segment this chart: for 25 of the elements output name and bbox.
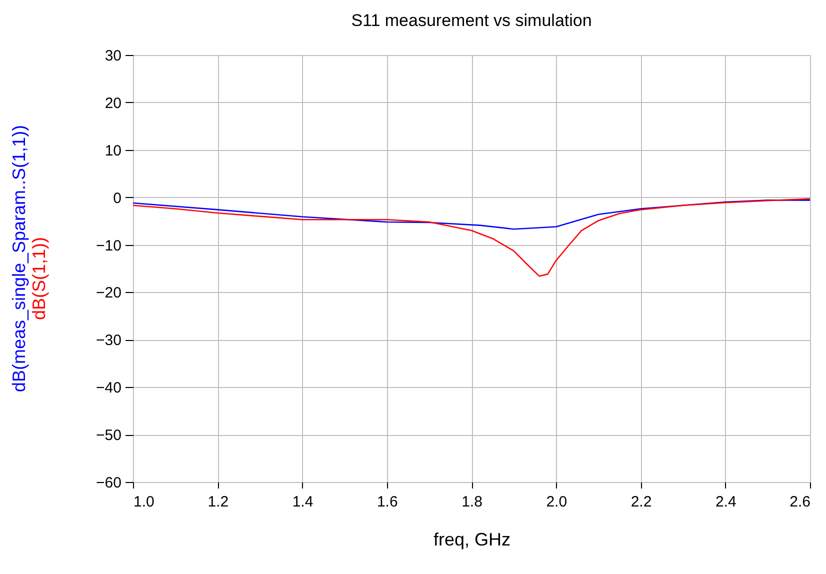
x-tick-label: 1.6 xyxy=(376,494,398,510)
x-tick-label: 2.0 xyxy=(546,494,568,510)
x-tick-label: 1.4 xyxy=(292,494,314,510)
y-tick-label: −10 xyxy=(96,237,122,254)
x-tick-label: 1.8 xyxy=(462,494,482,510)
y-tick-label: −60 xyxy=(96,474,122,492)
y-tick-label: −30 xyxy=(96,332,122,350)
text: dB(S(1,1)) xyxy=(29,236,49,320)
y-tick-label: 30 xyxy=(104,48,122,64)
x-tick-label: 2.6 xyxy=(790,494,810,510)
y-tick-label: −40 xyxy=(96,380,122,397)
y-tick-label: 0 xyxy=(113,190,122,207)
x-tick-label: 1.2 xyxy=(208,494,229,510)
line-series xyxy=(132,200,811,230)
chart-title: S11 measurement vs simulation xyxy=(351,11,592,30)
x-tick-label: 2.4 xyxy=(715,494,736,510)
y-tick-label: −20 xyxy=(96,284,122,302)
y-tick-label: −50 xyxy=(96,427,122,444)
line-series xyxy=(132,198,811,277)
y-tick-label: 10 xyxy=(104,142,122,160)
x-axis-title: freq, GHz xyxy=(433,530,511,550)
text: dB(meas_single_Sparam..S(1,1)) xyxy=(9,124,29,392)
x-tick-label: 2.2 xyxy=(630,494,652,510)
x-tick-label: 1.0 xyxy=(134,494,154,510)
y-tick-label: 20 xyxy=(104,94,122,112)
